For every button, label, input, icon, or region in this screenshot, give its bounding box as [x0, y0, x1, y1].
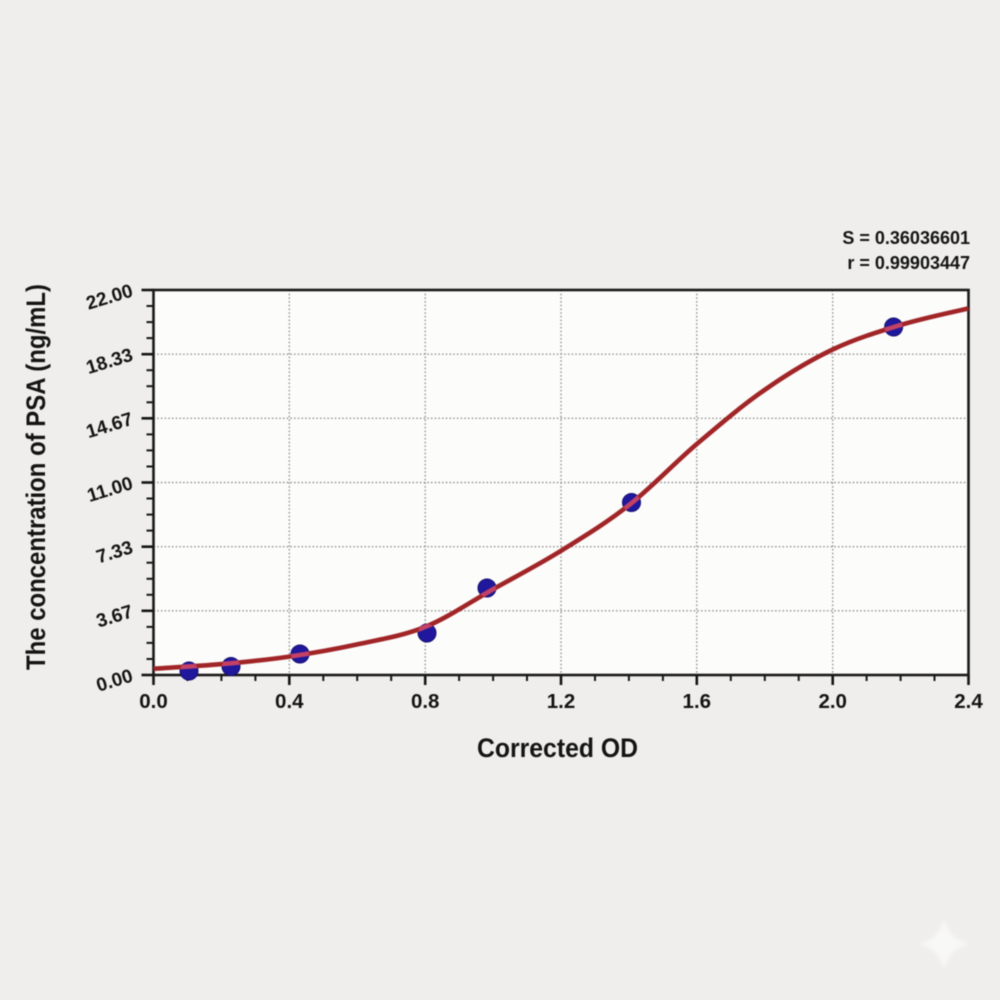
svg-text:1.2: 1.2: [547, 690, 576, 713]
svg-text:1.6: 1.6: [683, 690, 712, 713]
svg-text:2.0: 2.0: [818, 690, 847, 713]
svg-text:0.4: 0.4: [275, 690, 304, 713]
svg-text:r = 0.99903447: r = 0.99903447: [847, 253, 970, 273]
svg-text:S = 0.36036601: S = 0.36036601: [842, 228, 970, 248]
svg-text:2.4: 2.4: [954, 690, 983, 713]
svg-text:0.0: 0.0: [139, 690, 168, 713]
svg-text:Corrected OD: Corrected OD: [477, 733, 638, 763]
svg-text:The concentration of PSA (ng/m: The concentration of PSA (ng/mL): [21, 284, 51, 670]
svg-text:0.8: 0.8: [411, 690, 440, 713]
